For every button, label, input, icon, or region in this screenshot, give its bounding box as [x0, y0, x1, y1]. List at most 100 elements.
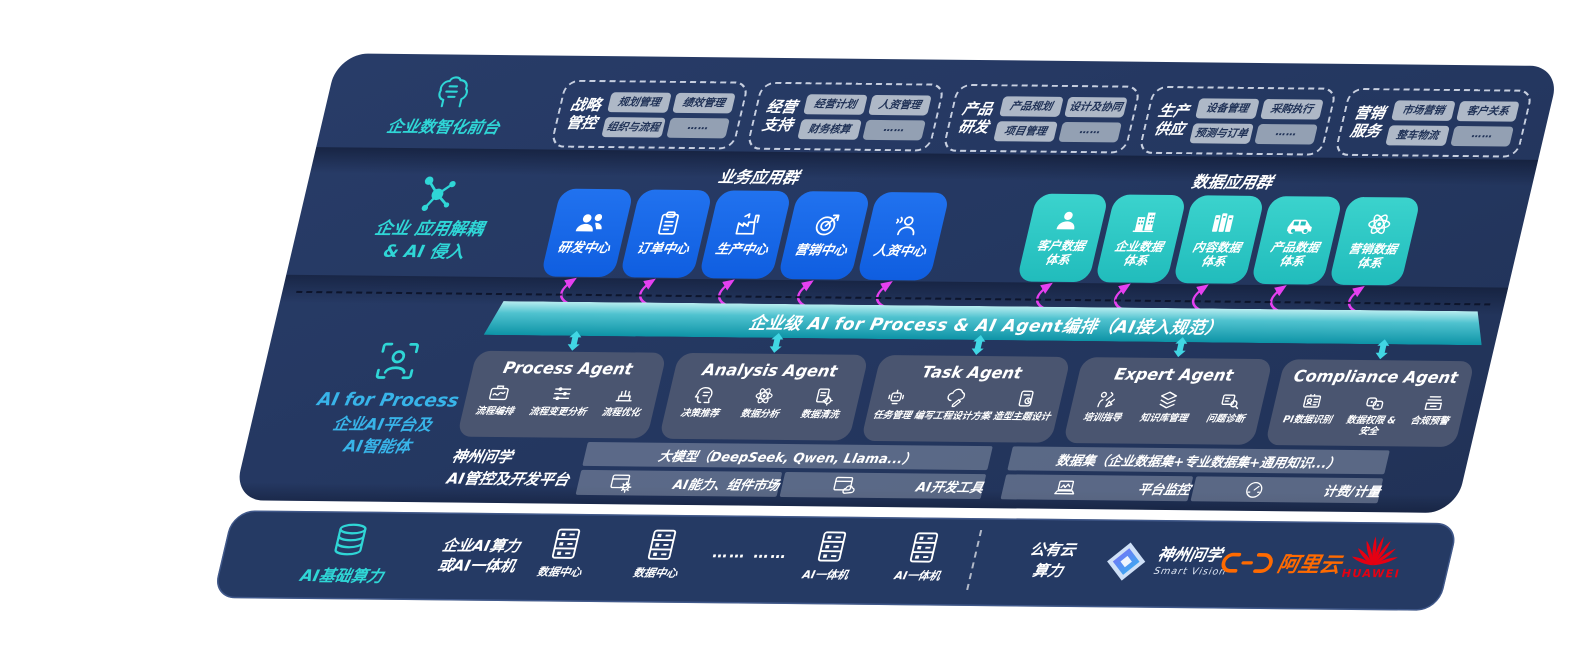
dashed-separator-line	[296, 290, 1491, 306]
sliders-icon	[552, 387, 572, 401]
cell-ai-market: AI能力、组件市场	[575, 469, 783, 497]
cell-label: AI能力、组件市场	[671, 477, 781, 494]
window-cloud-icon	[833, 476, 855, 494]
node-label: 数据中心	[535, 565, 583, 579]
chip: 预测与订单	[1189, 122, 1254, 144]
agent-item-label: 问题诊断	[1205, 413, 1246, 425]
molecule-icon	[421, 176, 456, 211]
smartvision-logo	[1107, 542, 1146, 581]
agent-item-label: 任务管理	[871, 409, 913, 422]
model-bar: 大模型（DeepSeek, Qwen, Llama...）	[582, 441, 993, 471]
agent-item: 数据权限 & 安全	[1342, 391, 1403, 438]
infra-label: AI基础算力	[278, 519, 418, 587]
app-box-content-data: 内容数据 体系	[1172, 195, 1266, 284]
infra-title: AI基础算力	[298, 565, 386, 586]
updown-arrow-icon	[1173, 337, 1188, 358]
cell-billing: 计费/计量	[1190, 476, 1384, 504]
agent-item: 编写工程设计方案	[913, 386, 997, 422]
app-box-label: 产品数据 体系	[1269, 240, 1321, 269]
ai-label-zh: 企业AI平台及 AI智能体	[331, 414, 434, 456]
clipboard-icon	[658, 211, 679, 235]
agent-item: 数据清洗	[799, 385, 845, 421]
vendor-name: HUAWEI	[1340, 566, 1402, 581]
agent-process: Process Agent 流程编排 流程变更分析	[456, 330, 667, 439]
agent-item: PI数据识别	[1279, 390, 1338, 437]
chip: 市场营销	[1391, 99, 1456, 121]
group-title: 营销 服务	[1348, 103, 1387, 141]
chip: 产品规划	[999, 95, 1064, 117]
cell-ai-devtools: AI开发工具	[779, 472, 987, 500]
user-icon	[1055, 211, 1074, 230]
dataset-bar-label: 数据集（企业数据集+专业数据集+通用知识...）	[1054, 453, 1342, 472]
dataset-bar: 数据集（企业数据集+专业数据集+通用知识...）	[1007, 446, 1390, 475]
server-icon	[551, 528, 581, 559]
group-production: 生产 供应 设备管理 采购执行 预测与订单 ……	[1137, 85, 1338, 156]
group-chips: 经营计划 人资管理 财务核算 ……	[797, 93, 932, 140]
app-box-order-center: 订单中心	[619, 189, 714, 279]
chip: 组织与流程	[601, 116, 666, 138]
group-marketing: 营销 服务 市场营销 客户关系 整车物流 ……	[1333, 87, 1534, 158]
vendor-aliyun: 阿里云	[1218, 548, 1345, 579]
ai-platform-label: AI for Process 企业AI平台及 AI智能体	[289, 337, 489, 458]
business-apps: 研发中心 订单中心 生产中心 营销中心	[540, 188, 951, 281]
banner-text: 企业级 AI for Process & AI Agent编排（AI接入规范）	[746, 313, 1226, 339]
group-chips: 规划管理 绩效管理 组织与流程 ……	[601, 91, 736, 138]
updown-arrow-icon	[971, 335, 986, 356]
brain-icon	[438, 76, 468, 108]
model-bar-label: 大模型（DeepSeek, Qwen, Llama...）	[656, 449, 918, 467]
app-box-label: 企业数据 体系	[1113, 239, 1165, 268]
app-box-product-data: 产品数据 体系	[1250, 196, 1344, 285]
building-icon	[1132, 212, 1156, 233]
cell-label: 计费/计量	[1321, 484, 1382, 501]
team-icon	[575, 213, 602, 232]
agent-title: Expert Agent	[1112, 364, 1236, 385]
huawei-logo	[1351, 536, 1398, 566]
agent-item: 决策推荐	[679, 384, 725, 420]
group-title: 生产 供应	[1152, 101, 1191, 139]
business-group-title: 业务应用群	[716, 167, 801, 188]
front-office-title: 企业数智化前台	[385, 116, 502, 137]
chip: 绩效管理	[671, 92, 736, 113]
app-box-marketing-data: 营销数据 体系	[1328, 196, 1422, 286]
agent-items: 决策推荐 数据分析 数据清洗	[663, 384, 861, 421]
agent-item: 培训指导	[1082, 388, 1128, 424]
platform-model-group: 大模型（DeepSeek, Qwen, Llama...） AI能力、组件市场	[575, 441, 993, 500]
agent-item: 知识库管理	[1139, 389, 1195, 425]
chip: ……	[1449, 125, 1515, 147]
vendor-subtitle: Smart Vision	[1152, 565, 1228, 578]
app-box-label: 生产中心	[713, 242, 770, 258]
group-product: 产品 研发 产品规划 设计及协同 项目管理 ……	[941, 83, 1142, 154]
agent-item: 任务管理	[872, 386, 918, 422]
agent-item: 数据分析	[739, 385, 785, 421]
app-box-marketing-center: 营销中心	[777, 191, 872, 280]
node-label: AI一体机	[801, 568, 850, 582]
agent-item-label: 知识库管理	[1138, 412, 1189, 425]
chip: 经营计划	[803, 93, 868, 115]
agent-title: Task Agent	[920, 362, 1024, 383]
node-label: 数据中心	[631, 566, 679, 580]
agent-analysis: Analysis Agent 决策推荐 数据分析	[658, 332, 869, 441]
agent-item-label: PI数据识别	[1281, 414, 1333, 426]
agent-item-label: 流程编排	[474, 405, 515, 418]
flow-icon	[488, 385, 509, 401]
platform-cells-left: AI能力、组件市场 AI开发工具	[575, 469, 987, 500]
chip: 财务核算	[797, 118, 862, 140]
group-title: 产品 研发	[956, 99, 995, 137]
group-title: 战略 管控	[564, 95, 603, 133]
cell-platform-monitor: 平台监控	[1000, 474, 1194, 502]
updown-arrow-icon	[769, 332, 784, 353]
layers-icon	[1159, 391, 1178, 409]
decision-head-icon	[694, 386, 713, 404]
agent-items: 流程编排 流程变更分析 流程优化	[461, 382, 659, 419]
agent-item: 问题诊断	[1205, 389, 1251, 425]
gauge-icon	[1245, 481, 1263, 498]
locks-icon	[1366, 397, 1384, 410]
app-layer-label: 企业 应用解耦 & AI 侵入	[331, 169, 533, 265]
cell-label: AI开发工具	[914, 480, 985, 497]
data-group-title: 数据应用群	[1189, 172, 1275, 193]
agent-item: 造型主题设计	[992, 387, 1057, 423]
car-icon	[1286, 219, 1312, 235]
chip: 整车物流	[1385, 124, 1450, 146]
window-gear-icon	[610, 473, 632, 493]
agent-item-label: 数据清洗	[799, 409, 841, 421]
